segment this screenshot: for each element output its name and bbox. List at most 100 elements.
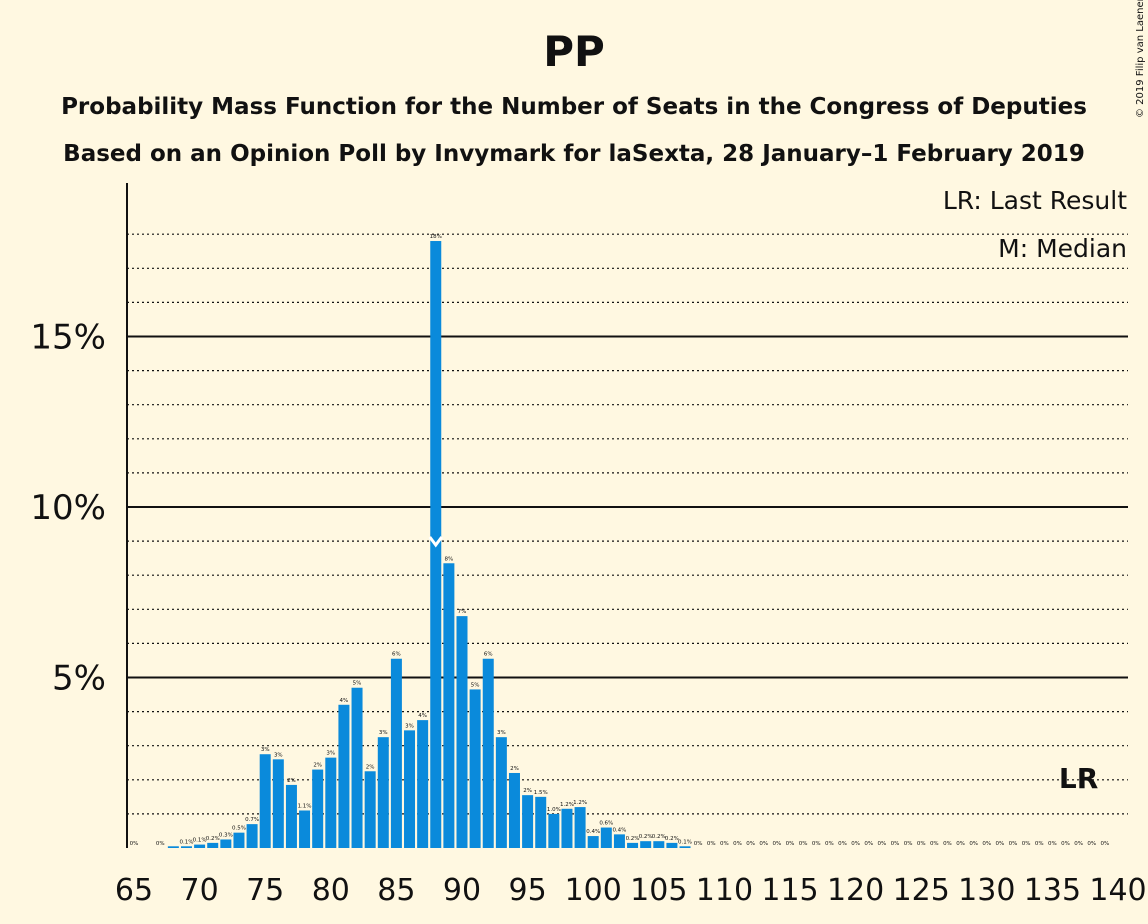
bar-label-101: 0.6% [599,821,613,827]
bar-86 [404,730,416,848]
bar-label-83: 2% [366,764,375,770]
bar-90 [456,616,468,848]
bar-label-85: 6% [392,652,401,658]
bar-label-78: 1.1% [298,803,312,809]
bar-76 [272,759,284,848]
x-tick-label: 95 [509,873,547,908]
bar-label-129: 0% [969,841,978,847]
y-tick-label: 10% [30,488,106,528]
x-tick-label: 130 [958,873,1015,908]
median-chevron [428,536,443,548]
bar-label-79: 2% [313,763,322,769]
bar-label-84: 3% [379,730,388,736]
bar-77 [285,784,297,848]
x-tick-label: 80 [312,873,350,908]
bar-label-76: 3% [274,752,283,758]
bar-label-122: 0% [877,841,886,847]
bar-label-108: 0% [694,841,703,847]
chart-subtitle-2: Based on an Opinion Poll by Invymark for… [63,141,1085,167]
bar-97 [548,813,560,848]
bar-label-107: 0.1% [678,839,692,845]
bar-label-134: 0% [1035,841,1044,847]
bar-73 [233,832,245,848]
x-tick-label: 110 [696,873,753,908]
bar-83 [364,771,376,848]
bar-label-93: 3% [497,730,506,736]
bar-label-105: 0.2% [652,834,666,840]
bars [167,241,691,848]
legend-last-result: LR: Last Result [943,186,1127,215]
bar-label-74: 0.7% [245,817,259,823]
x-tick-label: 75 [246,873,284,908]
bar-label-86: 3% [405,723,414,729]
bar-100 [587,836,599,848]
y-tick-labels: 5% 10% 15% [30,318,106,699]
bar-label-117: 0% [812,841,821,847]
bar-labels: 0% 0% 0.1% 0.1% 0.2%0.3%0.5%0.7%3%3%2%1.1%2%… [130,234,1110,847]
x-tick-label: 90 [443,873,481,908]
bar-78 [299,810,311,848]
bar-68 [167,846,179,848]
bar-label-126: 0% [930,841,939,847]
bar-label-65: 0% [130,841,139,847]
bar-81 [338,704,350,848]
bar-label-124: 0% [904,841,913,847]
bar-label-103: 0.2% [626,836,640,842]
chart-subtitle: Probability Mass Function for the Number… [61,94,1087,120]
bar-71 [207,842,219,848]
bar-87 [417,720,429,848]
bar-label-118: 0% [825,841,834,847]
bar-label-82: 5% [353,681,362,687]
bar-label-69: 0.1% [179,839,193,845]
bar-label-125: 0% [917,841,926,847]
bar-label-128: 0% [956,841,965,847]
bar-84 [377,737,389,848]
y-tick-label: 15% [30,318,106,358]
bar-label-120: 0% [851,841,860,847]
bar-label-110: 0% [720,841,729,847]
bar-label-109: 0% [707,841,716,847]
bar-label-97: 1.0% [547,807,561,813]
chart-title: PP [543,27,605,76]
bar-92 [482,658,494,848]
bar-94 [508,772,520,848]
bar-85 [390,658,402,848]
bar-label-71: 0.2% [206,836,220,842]
bar-label-139: 0% [1101,841,1110,847]
bar-label-77: 2% [287,778,296,784]
bar-107 [679,846,691,848]
x-tick-label: 135 [1024,873,1081,908]
bar-label-89: 8% [445,556,454,562]
bar-label-80: 3% [326,751,335,757]
x-tick-label: 140 [1089,873,1146,908]
bar-82 [351,687,363,848]
x-tick-label: 120 [827,873,884,908]
bar-99 [574,807,586,848]
bar-label-92: 6% [484,652,493,658]
bar-label-137: 0% [1074,841,1083,847]
bar-70 [194,844,206,848]
bar-label-111: 0% [733,841,742,847]
median-marker [428,536,443,548]
bar-label-132: 0% [1009,841,1018,847]
bar-95 [522,795,534,848]
bar-96 [535,796,547,848]
bar-label-121: 0% [864,841,873,847]
y-tick-label: 5% [52,659,106,699]
legend-median: M: Median [998,234,1127,263]
x-tick-label: 105 [630,873,687,908]
bar-label-104: 0.2% [639,834,653,840]
bar-label-81: 4% [340,698,349,704]
bar-label-116: 0% [799,841,808,847]
bar-label-96: 1.5% [534,790,548,796]
bar-label-131: 0% [996,841,1005,847]
x-tick-label: 70 [181,873,219,908]
bar-label-115: 0% [786,841,795,847]
bar-label-99: 1.2% [573,800,587,806]
copyright-note: © 2019 Filip van Laenen [1135,0,1146,118]
bar-label-67: 0% [156,841,165,847]
bar-label-106: 0.2% [665,836,679,842]
bar-label-127: 0% [943,841,952,847]
x-tick-label: 100 [565,873,622,908]
x-tick-label: 125 [893,873,950,908]
